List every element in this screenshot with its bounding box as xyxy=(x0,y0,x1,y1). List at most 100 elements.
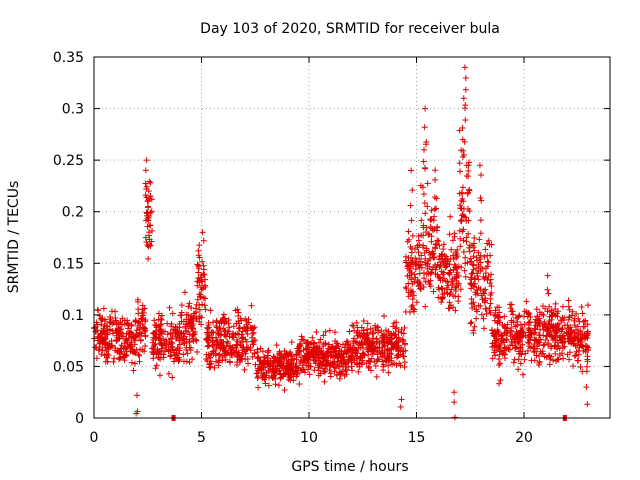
data-point xyxy=(233,320,240,327)
data-point xyxy=(150,349,157,356)
data-point xyxy=(418,264,425,271)
data-point xyxy=(249,330,256,337)
data-point xyxy=(521,321,528,328)
data-point xyxy=(204,329,211,336)
data-point xyxy=(110,358,117,365)
data-point xyxy=(112,317,119,324)
data-point xyxy=(472,276,479,283)
data-point xyxy=(391,320,398,327)
data-point xyxy=(197,291,204,298)
data-point xyxy=(430,288,437,295)
data-point xyxy=(300,347,307,354)
data-point xyxy=(533,337,540,344)
data-point xyxy=(310,344,317,351)
data-point xyxy=(320,343,327,350)
data-point xyxy=(425,231,432,238)
data-point xyxy=(399,348,406,355)
data-point xyxy=(451,261,458,268)
data-point xyxy=(134,408,141,415)
data-point xyxy=(143,239,150,246)
data-point xyxy=(468,270,475,277)
data-point xyxy=(335,351,342,358)
data-point xyxy=(437,277,444,284)
data-point xyxy=(195,269,202,276)
data-point xyxy=(401,364,408,371)
data-point xyxy=(196,242,203,249)
data-point xyxy=(244,330,251,337)
data-point xyxy=(452,288,459,295)
data-point xyxy=(584,328,591,335)
data-point xyxy=(310,339,317,346)
data-point xyxy=(457,217,464,224)
data-point xyxy=(378,328,385,335)
data-point xyxy=(417,286,424,293)
data-point xyxy=(438,299,445,306)
data-point xyxy=(295,364,302,371)
data-point xyxy=(498,338,505,345)
data-point xyxy=(439,295,446,302)
data-point xyxy=(510,359,517,366)
data-point xyxy=(518,328,525,335)
data-point xyxy=(145,232,152,239)
data-point xyxy=(104,358,111,365)
data-point xyxy=(511,356,518,363)
data-point xyxy=(225,316,232,323)
data-point xyxy=(471,275,478,282)
data-point xyxy=(471,247,478,254)
data-point xyxy=(575,338,582,345)
data-point xyxy=(431,206,438,213)
data-point xyxy=(515,356,522,363)
data-point xyxy=(153,362,160,369)
data-point xyxy=(220,343,227,350)
data-point xyxy=(447,213,454,220)
data-point xyxy=(205,339,212,346)
data-point xyxy=(134,392,140,399)
data-point xyxy=(420,232,427,239)
data-point xyxy=(440,269,447,276)
data-point xyxy=(186,331,193,338)
data-point xyxy=(504,321,511,328)
data-point xyxy=(524,347,531,354)
data-point xyxy=(536,358,543,365)
data-point xyxy=(568,327,575,334)
data-point xyxy=(144,216,151,223)
data-point xyxy=(123,330,130,337)
data-point xyxy=(158,341,165,348)
data-point xyxy=(200,285,207,292)
data-point xyxy=(332,329,339,336)
data-point xyxy=(149,345,156,352)
data-point xyxy=(489,355,496,362)
data-point xyxy=(495,356,502,363)
data-point xyxy=(398,396,405,403)
data-point xyxy=(496,319,503,326)
data-point xyxy=(402,253,409,260)
data-point xyxy=(496,342,503,349)
data-point xyxy=(106,319,113,326)
data-point xyxy=(93,355,100,362)
data-point xyxy=(485,259,492,266)
plot-frame xyxy=(93,56,611,419)
data-point xyxy=(457,205,464,212)
data-point xyxy=(476,256,483,263)
data-point xyxy=(471,323,478,330)
data-point xyxy=(405,289,412,296)
data-point xyxy=(183,358,190,365)
data-point xyxy=(94,306,101,313)
data-point xyxy=(394,342,401,349)
data-point xyxy=(165,348,172,355)
data-point xyxy=(219,354,226,361)
data-point xyxy=(145,255,152,262)
data-point xyxy=(138,310,145,317)
data-point xyxy=(356,355,363,362)
data-point xyxy=(336,375,343,382)
data-point xyxy=(366,358,373,365)
data-point xyxy=(280,373,287,380)
data-point xyxy=(497,360,504,367)
data-point xyxy=(137,337,144,344)
data-point xyxy=(379,350,386,357)
data-point xyxy=(365,352,372,359)
data-point xyxy=(352,338,359,345)
data-point xyxy=(487,309,494,316)
data-point xyxy=(350,322,357,329)
data-point xyxy=(462,260,469,267)
